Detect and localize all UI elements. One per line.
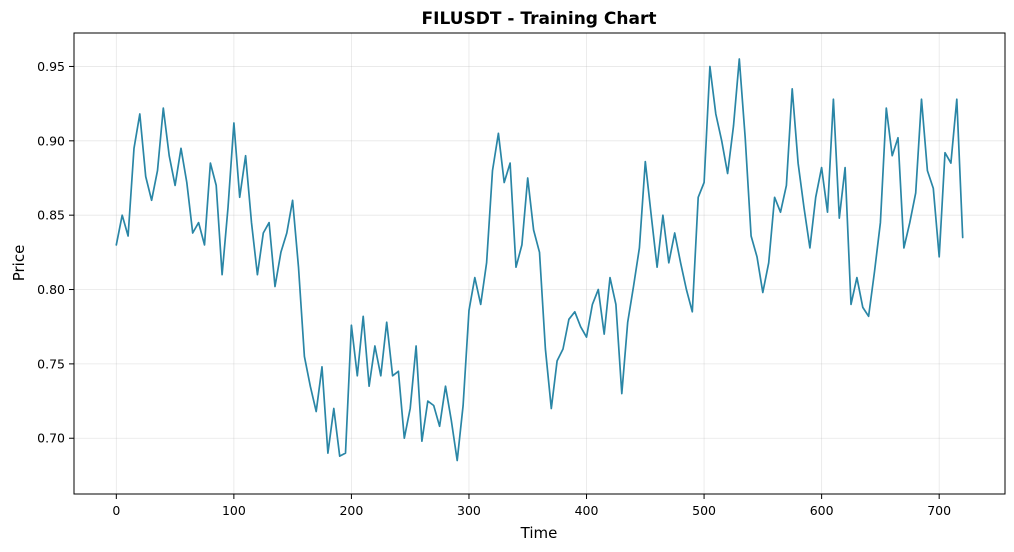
x-tick-label: 600 [810,503,834,518]
chart-title: FILUSDT - Training Chart [422,9,657,29]
x-tick-label: 100 [222,503,246,518]
y-axis-label: Price [10,245,28,282]
y-tick-label: 0.75 [37,356,65,371]
y-tick-label: 0.85 [37,208,65,223]
plot-area-frame [73,32,1006,495]
x-tick-label: 200 [339,503,363,518]
y-tick-label: 0.80 [37,282,65,297]
y-tick-label: 0.90 [37,133,65,148]
x-tick-label: 300 [457,503,481,518]
y-tick-label: 0.95 [37,59,65,74]
x-axis-label: Time [520,524,558,542]
series-layer [115,58,964,462]
x-tick-label: 500 [692,503,716,518]
x-tick-label: 700 [927,503,951,518]
axis-ticks: 0 100 200 300 400 500 600 700 0.70 0.75 0.80 0.85 0.… [37,59,951,518]
grid [74,33,1005,494]
x-tick-label: 0 [112,503,120,518]
price-series-line [115,58,964,462]
y-tick-label: 0.70 [37,431,65,446]
x-tick-label: 400 [575,503,599,518]
